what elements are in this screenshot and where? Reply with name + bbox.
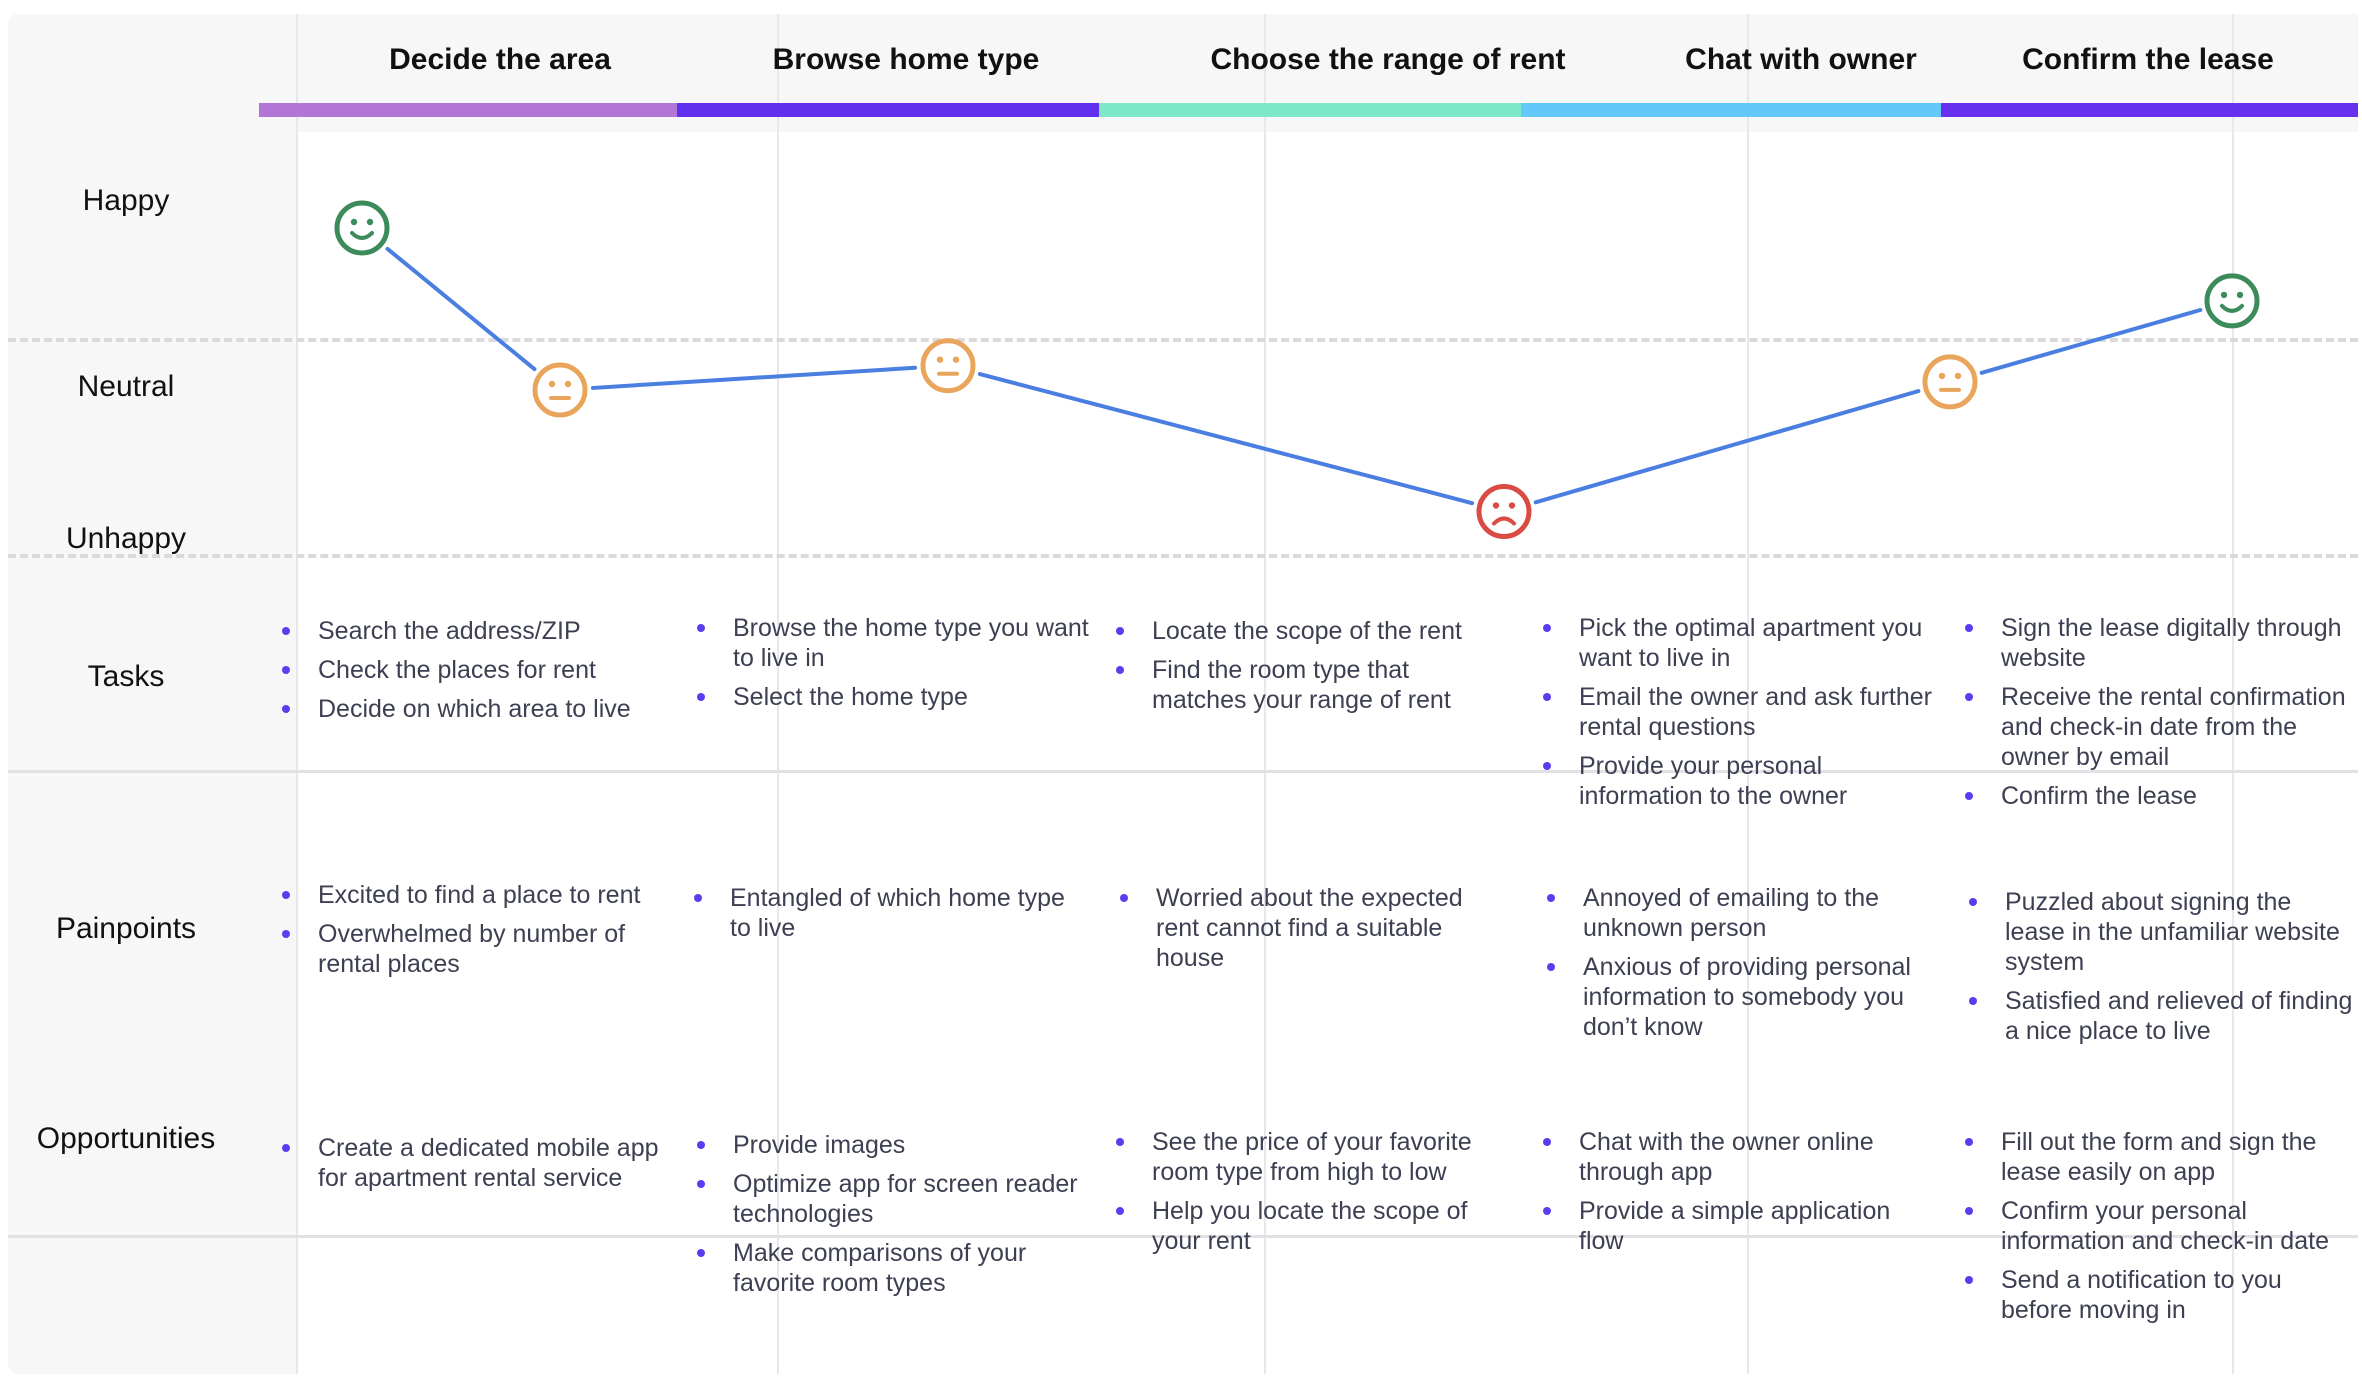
list-item: Satisfied and relieved of finding a nice… <box>1969 986 2354 1046</box>
list-item: Receive the rental confirmation and chec… <box>1965 682 2355 772</box>
column-divider <box>1747 14 1749 1374</box>
unhappy-threshold-line <box>8 554 2358 558</box>
happy-face-icon <box>334 200 390 256</box>
opportunities-choose-rent-range: See the price of your favorite room type… <box>1116 1127 1486 1265</box>
unhappy-face-icon <box>1476 484 1532 539</box>
emotion-curve-segment <box>385 246 537 372</box>
list-item: Decide on which area to live <box>282 694 682 724</box>
list-item: Email the owner and ask further rental q… <box>1543 682 1933 742</box>
stage-bar-confirm-lease <box>1941 103 2358 117</box>
stage-bar-browse-home-type <box>677 103 1099 117</box>
list-item: Browse the home type you want to live in <box>697 613 1097 673</box>
row-label-column <box>8 14 296 1374</box>
stage-bar-decide-area <box>259 103 677 117</box>
tasks-choose-rent-range: Locate the scope of the rent Find the ro… <box>1116 616 1496 724</box>
row-label-tasks: Tasks <box>87 660 165 693</box>
column-divider <box>777 14 779 1374</box>
opportunities-confirm-lease: Fill out the form and sign the lease eas… <box>1965 1127 2350 1334</box>
painpoints-confirm-lease: Puzzled about signing the lease in the u… <box>1969 887 2354 1055</box>
list-item: Excited to find a place to rent <box>282 880 682 910</box>
tasks-chat-owner: Pick the optimal apartment you want to l… <box>1543 613 1933 820</box>
neutral-threshold-line <box>8 338 2358 342</box>
list-item: Anxious of providing personal informatio… <box>1547 952 1942 1042</box>
stage-title-choose-rent-range: Choose the range of rent <box>1210 43 1566 76</box>
tasks-browse-home-type: Browse the home type you want to live in… <box>697 613 1097 721</box>
list-item: Entangled of which home type to live <box>694 883 1074 943</box>
list-item: See the price of your favorite room type… <box>1116 1127 1486 1187</box>
tasks-decide-area: Search the address/ZIP Check the places … <box>282 616 682 733</box>
column-divider <box>1264 14 1266 1374</box>
neutral-face-icon <box>532 362 588 418</box>
list-item: Provide a simple application flow <box>1543 1196 1928 1256</box>
list-item: Pick the optimal apartment you want to l… <box>1543 613 1933 673</box>
list-item: Make comparisons of your favorite room t… <box>697 1238 1082 1298</box>
list-item: Confirm your personal information and ch… <box>1965 1196 2350 1256</box>
list-item: Confirm the lease <box>1965 781 2355 811</box>
stage-bar-choose-rent-range <box>1099 103 1521 117</box>
opportunities-chat-owner: Chat with the owner online through app P… <box>1543 1127 1928 1265</box>
list-item: Sign the lease digitally through website <box>1965 613 2355 673</box>
painpoints-browse-home-type: Entangled of which home type to live <box>694 883 1074 952</box>
list-item: Locate the scope of the rent <box>1116 616 1496 646</box>
opportunities-browse-home-type: Provide images Optimize app for screen r… <box>697 1130 1082 1307</box>
tasks-confirm-lease: Sign the lease digitally through website… <box>1965 613 2355 820</box>
list-item: Search the address/ZIP <box>282 616 682 646</box>
list-item: Send a notification to you before moving… <box>1965 1265 2350 1325</box>
column-divider <box>2232 14 2234 1374</box>
column-divider <box>296 14 298 1374</box>
stage-bar-chat-owner <box>1521 103 1941 117</box>
list-item: Provide images <box>697 1130 1082 1160</box>
opportunities-row-divider <box>8 1235 2358 1238</box>
list-item: Help you locate the scope of your rent <box>1116 1196 1486 1256</box>
list-item: Chat with the owner online through app <box>1543 1127 1928 1187</box>
list-item: Overwhelmed by number of rental places <box>282 919 682 979</box>
emotion-label-neutral: Neutral <box>77 370 175 403</box>
list-item: Check the places for rent <box>282 655 682 685</box>
painpoints-chat-owner: Annoyed of emailing to the unknown perso… <box>1547 883 1942 1051</box>
tasks-row-divider <box>8 770 2358 773</box>
emotion-curve-segment <box>1979 308 2203 375</box>
neutral-face-icon <box>920 338 976 394</box>
list-item: Worried about the expected rent cannot f… <box>1120 883 1500 973</box>
emotion-curve-segment <box>977 372 1475 506</box>
row-label-painpoints: Painpoints <box>55 912 197 945</box>
neutral-face-icon <box>1922 354 1978 410</box>
row-label-opportunities: Opportunities <box>36 1122 216 1155</box>
list-item: Optimize app for screen reader technolog… <box>697 1169 1082 1229</box>
happy-face-icon <box>2204 273 2260 329</box>
emotion-curve-segment <box>1533 389 1921 505</box>
list-item: Find the room type that matches your ran… <box>1116 655 1496 715</box>
list-item: Annoyed of emailing to the unknown perso… <box>1547 883 1942 943</box>
stage-title-chat-owner: Chat with owner <box>1685 43 1917 76</box>
stage-title-browse-home-type: Browse home type <box>772 43 1040 76</box>
stage-title-decide-area: Decide the area <box>389 43 611 76</box>
painpoints-decide-area: Excited to find a place to rent Overwhel… <box>282 880 682 988</box>
list-item: Puzzled about signing the lease in the u… <box>1969 887 2354 977</box>
stage-title-confirm-lease: Confirm the lease <box>2022 43 2274 76</box>
list-item: Create a dedicated mobile app for apartm… <box>282 1133 682 1193</box>
list-item: Provide your personal information to the… <box>1543 751 1933 811</box>
list-item: Fill out the form and sign the lease eas… <box>1965 1127 2350 1187</box>
opportunities-decide-area: Create a dedicated mobile app for apartm… <box>282 1133 682 1202</box>
list-item: Select the home type <box>697 682 1097 712</box>
painpoints-choose-rent-range: Worried about the expected rent cannot f… <box>1120 883 1500 982</box>
emotion-label-unhappy: Unhappy <box>65 522 187 555</box>
emotion-curve-segment <box>590 365 918 390</box>
emotion-label-happy: Happy <box>82 184 170 217</box>
